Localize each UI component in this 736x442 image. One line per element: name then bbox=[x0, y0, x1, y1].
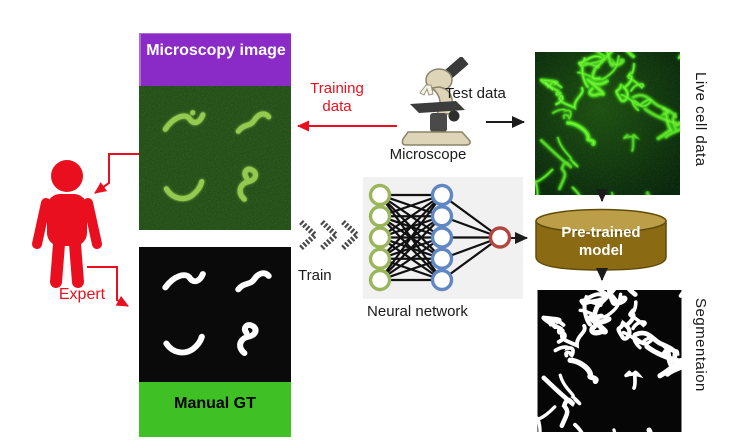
microscope-icon bbox=[401, 57, 471, 146]
filament bbox=[558, 373, 582, 406]
filament bbox=[541, 375, 576, 429]
filament bbox=[552, 108, 572, 120]
nn-edge bbox=[441, 194, 501, 239]
nn-edge bbox=[379, 194, 443, 239]
nn-node bbox=[430, 205, 454, 228]
worm bbox=[235, 111, 272, 134]
filament bbox=[578, 55, 602, 88]
filament bbox=[557, 137, 578, 167]
filament bbox=[556, 323, 587, 349]
filament bbox=[579, 292, 606, 327]
filament bbox=[591, 52, 612, 80]
filament bbox=[616, 311, 636, 341]
nn-node bbox=[430, 183, 454, 207]
nn-node bbox=[488, 226, 512, 249]
filament bbox=[615, 74, 633, 102]
filament bbox=[580, 52, 605, 68]
segmentation-image bbox=[537, 290, 682, 432]
worm bbox=[237, 166, 259, 202]
manual-gt-image bbox=[139, 247, 291, 382]
neural-network-label: Neural network bbox=[367, 303, 468, 320]
segmentation-masks bbox=[537, 290, 682, 432]
test-data-label: Test data bbox=[445, 85, 506, 102]
filament bbox=[624, 370, 644, 390]
training-data-label: Training data bbox=[310, 80, 364, 115]
nn-node bbox=[368, 268, 392, 292]
filament bbox=[657, 107, 673, 140]
worm-mask bbox=[237, 322, 259, 356]
nn-node bbox=[368, 247, 392, 270]
nn-node bbox=[430, 247, 454, 270]
worm-mask bbox=[163, 333, 205, 356]
microscopy-image bbox=[139, 86, 291, 230]
worm-mask bbox=[235, 270, 272, 293]
triple-chevron-icon bbox=[299, 219, 362, 251]
nn-node bbox=[368, 183, 392, 207]
filament bbox=[567, 121, 595, 145]
nn-node bbox=[368, 205, 392, 228]
filament bbox=[632, 94, 678, 131]
worm bbox=[163, 179, 205, 202]
filament bbox=[627, 63, 644, 92]
nn-edge bbox=[441, 236, 501, 281]
filament bbox=[587, 315, 612, 336]
filament bbox=[644, 108, 680, 138]
filament bbox=[587, 78, 608, 96]
nn-node bbox=[430, 226, 454, 249]
filament bbox=[567, 357, 599, 385]
filament bbox=[623, 134, 638, 152]
gt-worm-masks bbox=[162, 270, 272, 356]
database-cylinder-icon bbox=[535, 208, 667, 271]
filament bbox=[537, 405, 557, 432]
segmentation-label: Segmentaion bbox=[692, 298, 709, 392]
filament bbox=[632, 330, 681, 370]
manual-gt-label: Manual GT bbox=[139, 382, 291, 437]
filament bbox=[553, 345, 575, 358]
nn-edge bbox=[379, 194, 443, 281]
filament bbox=[644, 344, 682, 377]
nn-node bbox=[368, 226, 392, 249]
filament bbox=[606, 290, 634, 306]
live-cell-filaments bbox=[535, 52, 680, 195]
filament bbox=[555, 87, 584, 109]
nn-edge bbox=[379, 194, 443, 260]
microscope-label: Microscope bbox=[389, 146, 467, 163]
worm bbox=[162, 112, 206, 132]
nn-node bbox=[430, 268, 454, 292]
worm-dot bbox=[190, 110, 196, 116]
filament bbox=[544, 81, 562, 90]
live-cell-image bbox=[535, 52, 680, 195]
train-label: Train bbox=[298, 267, 332, 284]
live-cell-data-label: Live cell data bbox=[692, 72, 709, 167]
filament bbox=[621, 94, 652, 111]
filament bbox=[606, 52, 624, 67]
person-icon bbox=[32, 160, 102, 288]
nn-edge bbox=[379, 215, 443, 281]
worm-mask bbox=[162, 271, 206, 291]
fluorescent-worms bbox=[162, 110, 272, 202]
filament bbox=[540, 79, 561, 96]
filament bbox=[578, 292, 623, 319]
filament bbox=[577, 55, 620, 80]
microscopy-image-header: Microscopy image bbox=[139, 33, 291, 86]
neural-network-diagram bbox=[363, 177, 523, 299]
filament bbox=[628, 300, 647, 331]
expert-label: Expert bbox=[58, 286, 106, 303]
pretrained-model-label: Pre-trained model bbox=[561, 224, 641, 259]
nn-edge bbox=[379, 236, 443, 281]
filament bbox=[535, 169, 553, 195]
filament bbox=[540, 139, 573, 190]
